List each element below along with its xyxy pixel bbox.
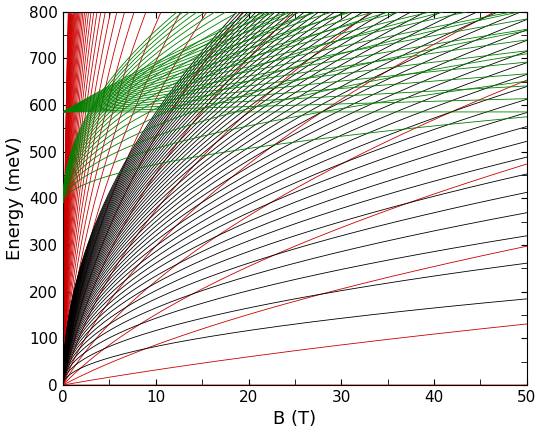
Y-axis label: Energy (meV): Energy (meV)	[5, 136, 23, 260]
X-axis label: B (T): B (T)	[273, 411, 317, 428]
